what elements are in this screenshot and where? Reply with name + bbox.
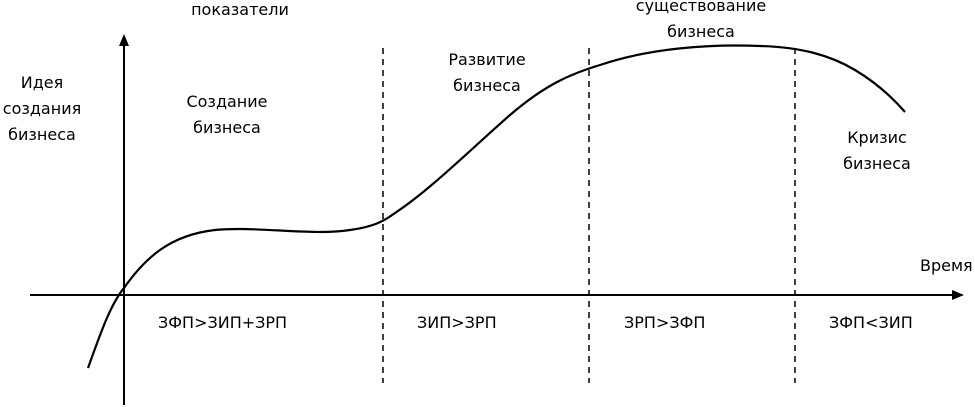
formula-crisis: ЗФП<ЗИП	[829, 313, 913, 332]
idea-label-line: бизнеса	[8, 125, 76, 144]
existence-label-line: бизнеса	[667, 22, 735, 41]
crisis-label-line: Кризис	[847, 128, 907, 147]
x-axis-label: Время	[920, 256, 973, 275]
development-label-line: бизнеса	[453, 76, 521, 95]
existence-label: существование бизнеса	[626, 0, 776, 45]
idea-label: Идея создания бизнеса	[0, 70, 84, 148]
creation-label-line: Создание	[186, 92, 268, 111]
development-label-line: Развитие	[448, 50, 526, 69]
existence-label-line: существование	[635, 0, 767, 15]
formula-creation: ЗФП>ЗИП+ЗРП	[158, 313, 288, 332]
development-label: Развитие бизнеса	[432, 47, 542, 99]
idea-label-line: Идея	[20, 73, 64, 92]
crisis-label: Кризис бизнеса	[822, 125, 932, 177]
y-axis-label: показатели	[191, 0, 289, 19]
lifecycle-curve	[86, 44, 906, 369]
idea-label-line: создания	[2, 99, 82, 118]
creation-label: Создание бизнеса	[172, 89, 282, 141]
crisis-label-line: бизнеса	[843, 154, 911, 173]
formula-existence: ЗРП>ЗФП	[624, 313, 706, 332]
creation-label-line: бизнеса	[193, 118, 261, 137]
formula-development: ЗИП>ЗРП	[417, 313, 497, 332]
